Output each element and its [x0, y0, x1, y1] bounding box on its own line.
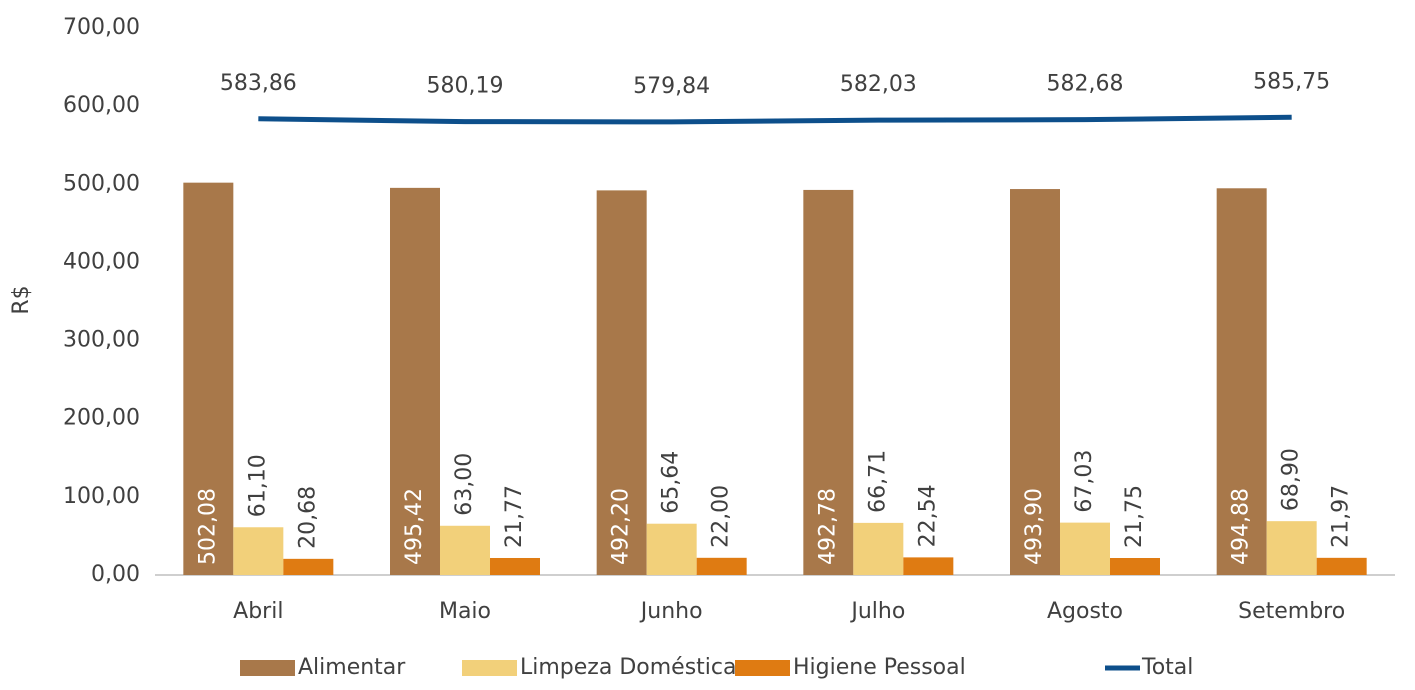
data-label: 68,90 — [1279, 448, 1304, 511]
data-label: 502,08 — [195, 488, 220, 565]
line-label: 580,19 — [427, 74, 504, 99]
y-tick-label: 400,00 — [63, 249, 140, 274]
bar — [596, 190, 647, 575]
data-label: 494,88 — [1229, 488, 1254, 565]
bar — [183, 182, 234, 575]
x-tick-label: Agosto — [1047, 599, 1123, 624]
legend-swatch — [735, 660, 790, 676]
x-tick-label: Abril — [233, 599, 283, 624]
line-label: 583,86 — [220, 71, 297, 96]
x-tick-label: Julho — [849, 599, 905, 624]
data-label: 22,00 — [709, 485, 734, 548]
data-label: 21,97 — [1329, 485, 1354, 548]
data-label: 492,78 — [815, 488, 840, 565]
bar — [903, 557, 954, 575]
legend-label: Alimentar — [298, 655, 406, 680]
x-tick-label: Setembro — [1238, 599, 1345, 624]
bar — [1316, 557, 1367, 575]
line-label: 582,03 — [840, 72, 917, 97]
bar — [1060, 522, 1110, 575]
bar — [390, 187, 440, 575]
y-tick-label: 200,00 — [63, 406, 140, 431]
legend-label: Limpeza Doméstica — [520, 655, 736, 680]
bar — [490, 557, 540, 575]
bar — [1110, 558, 1160, 575]
bar — [233, 527, 284, 575]
data-label: 21,75 — [1122, 485, 1147, 548]
y-axis-label: R$ — [9, 285, 34, 314]
data-label: 20,68 — [295, 486, 320, 549]
bar — [853, 522, 904, 575]
data-label: 63,00 — [452, 453, 477, 516]
y-tick-label: 600,00 — [63, 93, 140, 118]
legend-swatch — [240, 660, 295, 676]
line-label: 585,75 — [1253, 69, 1330, 94]
bar — [646, 523, 697, 575]
bar — [803, 189, 854, 576]
x-tick-label: Junho — [639, 599, 703, 624]
bar — [440, 525, 490, 575]
bar — [1010, 189, 1060, 575]
data-label: 493,90 — [1022, 488, 1047, 565]
x-tick-label: Maio — [439, 599, 491, 624]
y-tick-label: 0,00 — [91, 562, 140, 587]
data-label: 66,71 — [865, 450, 890, 513]
bar — [283, 558, 334, 575]
legend-label: Higiene Pessoal — [793, 655, 966, 680]
data-label: 492,20 — [609, 488, 634, 565]
legend-swatch — [462, 660, 517, 676]
line-label: 579,84 — [633, 74, 710, 99]
data-label: 21,77 — [502, 485, 527, 548]
legend-label: Total — [1141, 655, 1193, 680]
line — [258, 114, 1292, 125]
bar — [696, 557, 747, 575]
y-tick-label: 500,00 — [63, 171, 140, 196]
y-tick-label: 100,00 — [63, 484, 140, 509]
data-label: 61,10 — [245, 454, 270, 517]
line-label: 582,68 — [1047, 72, 1124, 97]
data-label: 22,54 — [915, 484, 940, 547]
data-label: 65,64 — [659, 451, 684, 514]
bar — [1216, 188, 1267, 575]
data-label: 67,03 — [1072, 450, 1097, 513]
bar — [1266, 521, 1317, 575]
data-label: 495,42 — [402, 488, 427, 565]
y-tick-label: 300,00 — [63, 328, 140, 353]
y-tick-label: 700,00 — [63, 15, 140, 40]
